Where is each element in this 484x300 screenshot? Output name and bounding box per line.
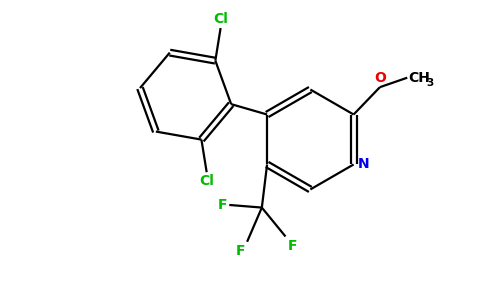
Text: F: F: [236, 244, 245, 258]
Text: Cl: Cl: [213, 12, 228, 26]
Text: F: F: [287, 238, 297, 253]
Text: 3: 3: [427, 78, 434, 88]
Text: O: O: [374, 71, 386, 85]
Text: N: N: [358, 158, 369, 172]
Text: Cl: Cl: [199, 174, 214, 188]
Text: F: F: [218, 198, 227, 212]
Text: CH: CH: [408, 71, 430, 85]
